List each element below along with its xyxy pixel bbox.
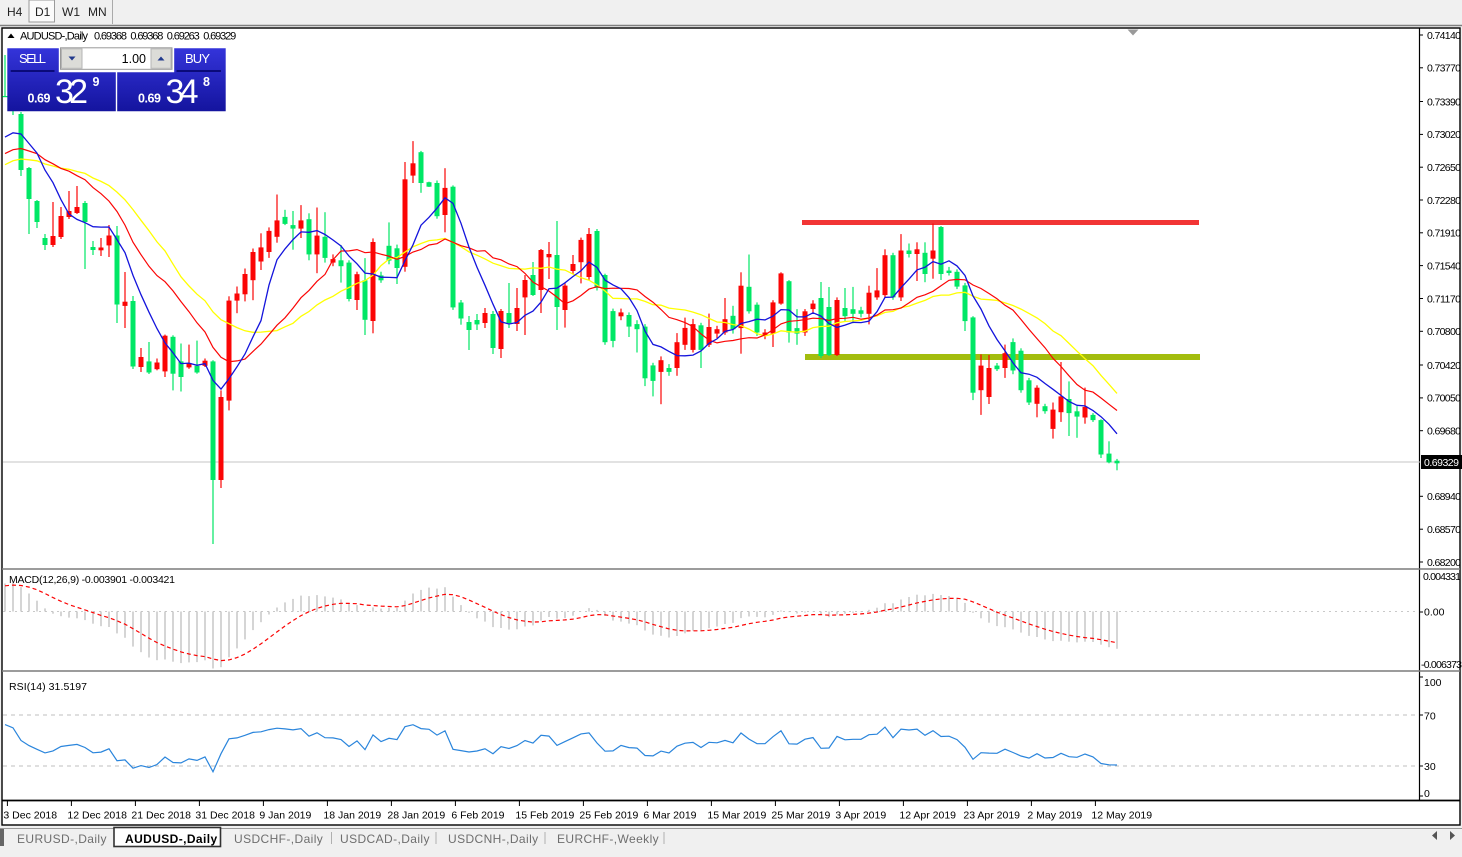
- svg-text:MACD(12,26,9) -0.003901 -0.003: MACD(12,26,9) -0.003901 -0.003421: [9, 574, 175, 586]
- svg-text:USDCNH-,Daily: USDCNH-,Daily: [448, 832, 539, 846]
- svg-text:0.71540: 0.71540: [1427, 260, 1461, 272]
- svg-text:32: 32: [55, 73, 88, 111]
- svg-text:30: 30: [1424, 761, 1436, 773]
- svg-text:0.72280: 0.72280: [1427, 195, 1461, 207]
- svg-text:EURUSD-,Daily: EURUSD-,Daily: [17, 832, 107, 846]
- svg-text:6 Mar 2019: 6 Mar 2019: [643, 810, 696, 822]
- svg-text:0.68940: 0.68940: [1427, 491, 1461, 503]
- svg-text:0.71910: 0.71910: [1427, 228, 1461, 240]
- svg-text:9 Jan 2019: 9 Jan 2019: [259, 810, 311, 822]
- svg-text:0.69263: 0.69263: [167, 31, 200, 43]
- svg-text:0.73020: 0.73020: [1427, 129, 1461, 141]
- svg-text:0.71170: 0.71170: [1427, 293, 1461, 305]
- svg-text:0.73390: 0.73390: [1427, 96, 1461, 108]
- svg-text:18 Jan 2019: 18 Jan 2019: [323, 810, 381, 822]
- svg-text:-0.006373: -0.006373: [1421, 659, 1462, 671]
- svg-text:100: 100: [1424, 677, 1442, 689]
- svg-text:0.74140: 0.74140: [1427, 30, 1461, 42]
- svg-text:D1: D1: [35, 5, 51, 19]
- svg-text:25 Feb 2019: 25 Feb 2019: [579, 810, 638, 822]
- svg-text:0.69329: 0.69329: [1424, 457, 1459, 469]
- svg-text:W1: W1: [62, 5, 80, 19]
- svg-text:AUDUSD-,Daily: AUDUSD-,Daily: [20, 31, 89, 43]
- svg-text:70: 70: [1424, 711, 1436, 723]
- svg-text:3 Dec 2018: 3 Dec 2018: [3, 810, 57, 822]
- svg-text:28 Jan 2019: 28 Jan 2019: [387, 810, 445, 822]
- svg-text:0.69680: 0.69680: [1427, 426, 1461, 438]
- svg-text:25 Mar 2019: 25 Mar 2019: [771, 810, 830, 822]
- svg-text:0.68570: 0.68570: [1427, 524, 1461, 536]
- svg-text:1.00: 1.00: [122, 52, 146, 66]
- svg-text:H4: H4: [7, 5, 23, 19]
- svg-text:SELL: SELL: [19, 51, 46, 66]
- svg-text:2 May 2019: 2 May 2019: [1027, 810, 1082, 822]
- svg-text:12 May 2019: 12 May 2019: [1091, 810, 1152, 822]
- svg-text:15 Mar 2019: 15 Mar 2019: [707, 810, 766, 822]
- svg-text:0.69: 0.69: [138, 92, 161, 106]
- svg-text:USDCAD-,Daily: USDCAD-,Daily: [340, 832, 430, 846]
- svg-text:0.69368: 0.69368: [94, 31, 127, 43]
- svg-text:0.70800: 0.70800: [1427, 326, 1461, 338]
- svg-text:15 Feb 2019: 15 Feb 2019: [515, 810, 574, 822]
- svg-text:0.68200: 0.68200: [1427, 557, 1461, 569]
- svg-text:0.73770: 0.73770: [1427, 63, 1461, 75]
- svg-text:0.69329: 0.69329: [203, 31, 236, 43]
- svg-text:0.70420: 0.70420: [1427, 360, 1461, 372]
- svg-text:34: 34: [166, 73, 199, 111]
- svg-text:12 Dec 2018: 12 Dec 2018: [67, 810, 127, 822]
- svg-text:8: 8: [203, 75, 210, 89]
- svg-text:0.72650: 0.72650: [1427, 162, 1461, 174]
- svg-text:0.00: 0.00: [1424, 607, 1445, 619]
- svg-text:0.69: 0.69: [28, 92, 51, 106]
- svg-text:9: 9: [93, 75, 100, 89]
- svg-text:0.70050: 0.70050: [1427, 393, 1461, 405]
- svg-text:0.004331: 0.004331: [1423, 571, 1461, 583]
- svg-text:12 Apr 2019: 12 Apr 2019: [899, 810, 956, 822]
- svg-text:21 Dec 2018: 21 Dec 2018: [131, 810, 191, 822]
- svg-text:3 Apr 2019: 3 Apr 2019: [835, 810, 886, 822]
- svg-text:31 Dec 2018: 31 Dec 2018: [195, 810, 255, 822]
- svg-text:23 Apr 2019: 23 Apr 2019: [963, 810, 1020, 822]
- svg-text:BUY: BUY: [185, 51, 210, 66]
- svg-text:0.69368: 0.69368: [130, 31, 163, 43]
- svg-text:USDCHF-,Daily: USDCHF-,Daily: [234, 832, 323, 846]
- svg-text:6 Feb 2019: 6 Feb 2019: [451, 810, 504, 822]
- svg-text:EURCHF-,Weekly: EURCHF-,Weekly: [557, 832, 659, 846]
- svg-text:RSI(14) 31.5197: RSI(14) 31.5197: [9, 681, 87, 693]
- svg-text:0: 0: [1424, 788, 1430, 800]
- svg-text:AUDUSD-,Daily: AUDUSD-,Daily: [125, 832, 218, 846]
- svg-text:MN: MN: [88, 5, 107, 19]
